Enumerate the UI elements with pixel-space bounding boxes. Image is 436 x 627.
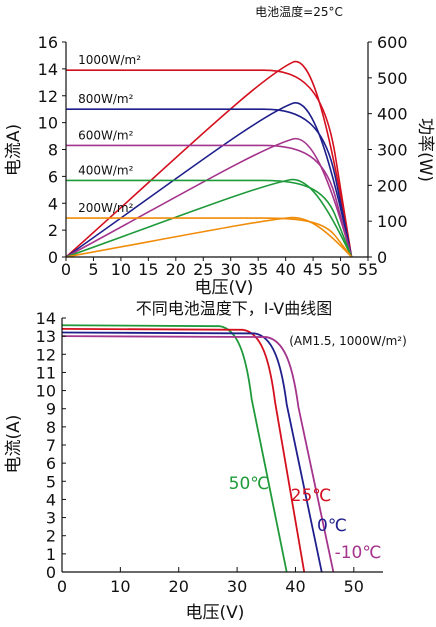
bottom-y-tick-label: 10	[36, 382, 56, 401]
bottom-series-labels: 50℃ 25℃ 0℃ -10℃	[229, 474, 382, 563]
bottom-y-tick-label: 11	[36, 363, 56, 382]
top-x-tick-label: 10	[111, 260, 131, 279]
bottom-y-tick-label: 0	[46, 563, 56, 582]
temp-label-0: 0℃	[317, 516, 347, 536]
top-curves	[65, 60, 353, 258]
bottom-y-tick-label: 8	[46, 418, 56, 437]
temperature-iv-chart: 不同电池温度下，I-V曲线图 (AM1.5, 1000W/m²) 50℃25℃0…	[4, 299, 407, 623]
bottom-y-tick-label: 5	[46, 472, 56, 491]
bottom-x-tick-label: 50	[344, 577, 364, 596]
bottom-y-tick-label: 2	[46, 527, 56, 546]
series-label-800wm: 800W/m²	[78, 92, 134, 106]
top-y-tick-label: 16	[38, 33, 58, 52]
top-y-tick-label: 12	[38, 87, 58, 106]
pv-curve-800wm	[65, 102, 353, 258]
pv-curve-1000wm	[65, 60, 353, 258]
bottom-y-tick-label: 7	[46, 436, 56, 455]
series-label-600wm: 600W/m²	[78, 128, 134, 142]
top-y2-axis-title: 功率(W)	[415, 118, 435, 182]
bottom-y-tick-label: 1	[46, 545, 56, 564]
iv-curve-temp-50	[61, 324, 288, 573]
top-y-tick-label: 0	[48, 248, 58, 267]
bottom-x-tick-label: 10	[110, 577, 130, 596]
bottom-y-tick-label: 4	[46, 490, 56, 509]
bottom-chart-title: 不同电池温度下，I-V曲线图	[136, 299, 333, 318]
iv-curve-temp-0	[61, 331, 323, 573]
top-y-tick-label: 8	[48, 141, 58, 160]
bottom-y-tick-label: 3	[46, 509, 56, 528]
top-y2-tick-label: 600	[377, 33, 408, 52]
top-x-axis-title: 电压(V)	[195, 278, 254, 298]
cell-temperature-annotation: 电池温度=25°C	[255, 4, 343, 19]
top-x-tick-label: 50	[330, 260, 350, 279]
temp-label-25: 25℃	[291, 486, 332, 506]
temp-label-50: 50℃	[229, 474, 270, 494]
iv-curve-600wm	[66, 144, 353, 258]
top-x-tick-label: 5	[88, 260, 98, 279]
series-label-200wm: 200W/m²	[78, 201, 134, 215]
top-series-labels: 1000W/m² 800W/m² 600W/m² 400W/m² 200W/m²	[78, 53, 141, 215]
top-y-tick-label: 6	[48, 167, 58, 186]
top-y-tick-label: 10	[38, 114, 58, 133]
top-x-tick-label: 45	[303, 260, 323, 279]
top-x-tick-label: 20	[166, 260, 186, 279]
top-x-tick-label: 30	[221, 260, 241, 279]
top-x-tick-label: 40	[275, 260, 295, 279]
top-x-tick-label: 25	[193, 260, 213, 279]
bottom-y-tick-label: 12	[36, 345, 56, 364]
pv-curve-600wm	[65, 137, 353, 258]
bottom-condition-annotation: (AM1.5, 1000W/m²)	[289, 334, 407, 348]
bottom-x-axis-title: 电压(V)	[186, 603, 245, 623]
top-x-tick-label: 55	[358, 260, 378, 279]
top-x-tick-label: 0	[61, 260, 71, 279]
series-label-1000wm: 1000W/m²	[78, 53, 141, 67]
iv-curve-800wm	[66, 108, 353, 258]
bottom-y-tick-label: 9	[46, 400, 56, 419]
pv-curve-200wm	[65, 216, 353, 258]
bottom-y-axis-title: 电流(A)	[4, 415, 24, 474]
irradiance-iv-pv-chart: 电池温度=25°C 1000W/m² 800W/m² 600W/m² 400W/m² 2…	[4, 4, 435, 298]
top-y2-tick-label: 500	[377, 69, 408, 88]
pv-curve-400wm	[65, 178, 353, 258]
iv-curve-temp-25	[61, 327, 306, 573]
top-x-tick-label: 15	[138, 260, 158, 279]
bottom-x-tick-label: 0	[57, 577, 67, 596]
top-y-axis-title: 电流A)	[4, 124, 24, 176]
temp-label--10: -10℃	[335, 543, 382, 563]
bottom-y-tick-label: 6	[46, 454, 56, 473]
top-y2-tick-label: 400	[377, 105, 408, 124]
series-label-400wm: 400W/m²	[78, 163, 134, 177]
top-y2-tick-label: 200	[377, 176, 408, 195]
bottom-curves	[61, 324, 335, 573]
iv-curve-1000wm	[66, 69, 353, 258]
bottom-y-tick-label: 14	[36, 309, 56, 328]
top-y-tick-label: 14	[38, 60, 58, 79]
top-y-tick-label: 4	[48, 194, 58, 213]
top-y2-tick-label: 300	[377, 141, 408, 160]
iv-curve-200wm	[66, 217, 353, 258]
iv-curve-temp--10	[61, 335, 335, 573]
bottom-y-tick-label: 13	[36, 327, 56, 346]
top-y2-tick-label: 100	[377, 212, 408, 231]
bottom-x-tick-label: 20	[169, 577, 189, 596]
bottom-x-tick-label: 40	[285, 577, 305, 596]
bottom-x-tick-label: 30	[227, 577, 247, 596]
top-ticks: 0 5 10 15 20 25 30 35 40 45 50 55024681012141601002…	[38, 33, 408, 279]
top-x-tick-label: 35	[248, 260, 268, 279]
top-y2-tick-label: 0	[377, 248, 387, 267]
top-y-tick-label: 2	[48, 221, 58, 240]
